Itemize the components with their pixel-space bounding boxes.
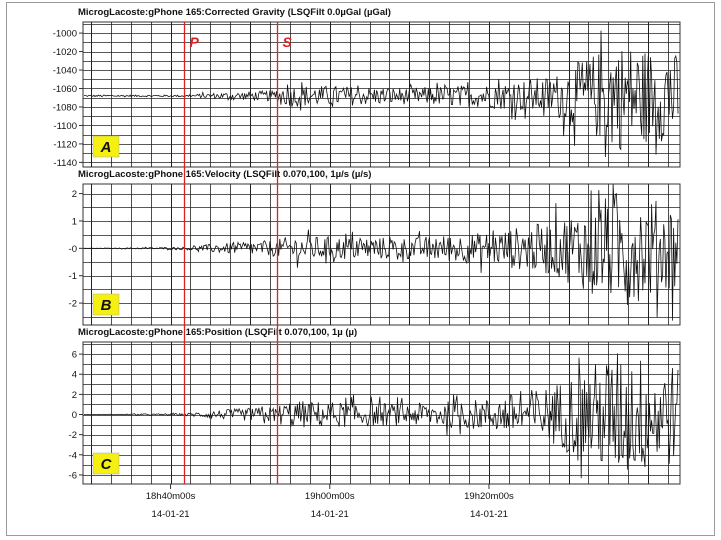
y-tick-label: -1120 — [53, 139, 77, 150]
waveform-trace — [84, 30, 679, 158]
panel-letter: B — [101, 297, 112, 314]
y-tick-label: 6 — [72, 350, 77, 361]
panel-letter-badge — [92, 452, 120, 475]
y-tick-label: -1 — [69, 271, 77, 282]
panel-a: MicrogLacoste:gPhone 165:Corrected Gravi… — [53, 7, 681, 169]
y-tick-label: -1100 — [53, 121, 77, 132]
panel-letter-badge — [92, 135, 120, 158]
panel-letter: A — [100, 139, 112, 156]
y-tick-label: -0 — [69, 244, 77, 255]
y-tick-label: -1060 — [53, 84, 77, 95]
panel-title: MicrogLacoste:gPhone 165:Velocity (LSQFi… — [78, 169, 371, 180]
seismogram-chart: MicrogLacoste:gPhone 165:Corrected Gravi… — [53, 7, 681, 520]
y-tick-label: 2 — [72, 189, 77, 200]
waveform-trace — [84, 183, 679, 321]
x-tick-date: 14-01-21 — [152, 509, 190, 520]
y-tick-label: 1 — [72, 216, 77, 227]
x-tick-label: 19h20m00s — [464, 491, 514, 502]
x-tick-date: 14-01-21 — [311, 509, 349, 520]
y-tick-label: 2 — [72, 390, 77, 401]
y-tick-label: -4 — [69, 450, 77, 461]
panel-title: MicrogLacoste:gPhone 165:Position (LSQFi… — [78, 327, 357, 338]
y-tick-label: -6 — [69, 470, 77, 481]
y-tick-label: 0 — [72, 410, 77, 421]
panel-title: MicrogLacoste:gPhone 165:Corrected Gravi… — [78, 7, 391, 18]
phase-marker-label: S — [283, 34, 293, 50]
panel-b: MicrogLacoste:gPhone 165:Velocity (LSQFi… — [69, 169, 681, 326]
y-tick-label: -1140 — [53, 158, 77, 169]
panel-c: MicrogLacoste:gPhone 165:Position (LSQFi… — [69, 327, 681, 485]
y-tick-label: -1080 — [53, 102, 77, 113]
phase-marker-label: P — [190, 34, 200, 50]
y-tick-label: -1040 — [53, 66, 77, 77]
y-tick-label: -2 — [69, 430, 77, 441]
plot-area — [82, 21, 681, 168]
waveform-trace — [84, 353, 679, 479]
panel-letter: C — [101, 456, 113, 473]
y-tick-label: -1000 — [53, 29, 77, 40]
chart-frame: MicrogLacoste:gPhone 165:Corrected Gravi… — [6, 2, 715, 536]
x-tick-label: 18h40m00s — [146, 491, 196, 502]
panel-letter-badge — [92, 293, 120, 316]
y-tick-label: -2 — [69, 299, 77, 310]
y-tick-label: 4 — [72, 370, 77, 381]
y-tick-label: -1020 — [53, 47, 77, 58]
x-tick-date: 14-01-21 — [470, 509, 508, 520]
x-tick-label: 19h00m00s — [305, 491, 355, 502]
